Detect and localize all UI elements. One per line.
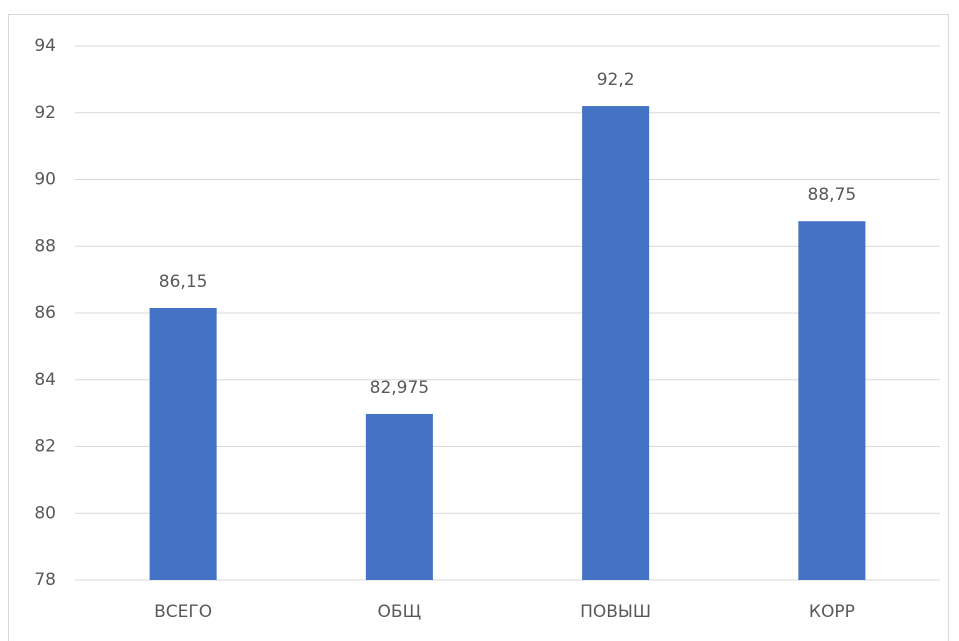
y-tick-label: 94 [34,36,56,56]
x-tick-label: КОРР [809,602,855,622]
bar [798,221,866,580]
bar [582,106,650,580]
data-label: 86,15 [159,272,208,292]
y-tick-label: 82 [34,437,56,457]
y-tick-label: 86 [34,303,56,323]
data-label: 92,2 [597,70,635,90]
data-label: 82,975 [370,378,429,398]
x-tick-label: ОБЩ [378,602,422,622]
y-tick-label: 84 [34,370,56,390]
x-tick-label: ПОВЫШ [580,602,651,622]
y-tick-label: 78 [34,570,56,590]
y-tick-label: 92 [34,103,56,123]
bar [365,413,433,580]
y-tick-label: 80 [34,503,56,523]
bar [149,307,217,580]
y-tick-label: 90 [34,170,56,190]
y-tick-label: 88 [34,236,56,256]
data-label: 88,75 [808,185,857,205]
x-tick-label: ВСЕГО [154,602,212,622]
